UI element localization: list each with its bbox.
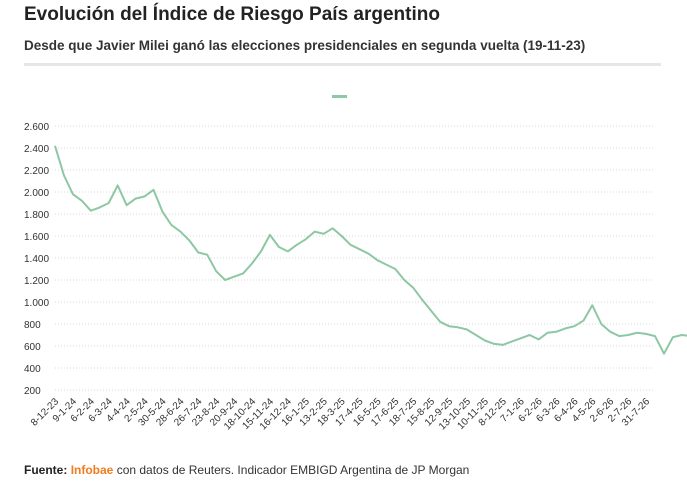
source-link[interactable]: Infobae bbox=[70, 463, 114, 477]
y-tick-label: 1.200 bbox=[24, 276, 49, 287]
chart-title: Evolución del Índice de Riesgo País arge… bbox=[24, 4, 440, 25]
y-tick-label: 1.000 bbox=[24, 298, 49, 309]
y-tick-label: 200 bbox=[24, 386, 41, 397]
y-tick-label: 1.800 bbox=[24, 210, 49, 221]
legend-swatch[interactable] bbox=[332, 95, 347, 98]
source-text: con datos de Reuters. Indicador EMBIGD A… bbox=[113, 463, 470, 477]
chart-subtitle: Desde que Javier Milei ganó las eleccion… bbox=[24, 38, 586, 53]
source-note: Fuente: Infobae con datos de Reuters. In… bbox=[24, 463, 469, 477]
y-tick-label: 800 bbox=[24, 320, 41, 331]
series-line[interactable] bbox=[54, 145, 687, 365]
y-tick-label: 2.200 bbox=[24, 166, 49, 177]
line-chart: 2.600 2.400 2.200 2.000 1.800 1.600 1.400 1.200… bbox=[24, 122, 687, 432]
y-tick-label: 2.400 bbox=[24, 144, 49, 155]
header-divider bbox=[24, 63, 661, 66]
source-label: Fuente: bbox=[24, 463, 68, 477]
y-tick-label: 400 bbox=[24, 364, 41, 375]
y-tick-label: 2.000 bbox=[24, 188, 49, 199]
y-tick-label: 1.600 bbox=[24, 232, 49, 243]
y-tick-label: 2.600 bbox=[24, 122, 49, 133]
y-tick-label: 1.400 bbox=[24, 254, 49, 265]
y-tick-label: 600 bbox=[24, 342, 41, 353]
